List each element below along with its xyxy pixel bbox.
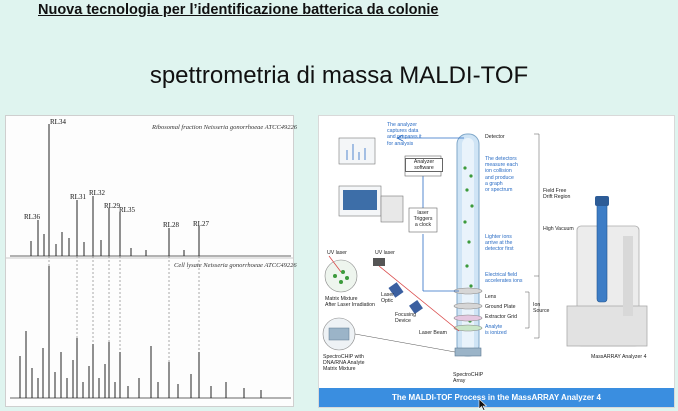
peak-label-rl29: RL29: [104, 202, 120, 210]
top-spectrum-peaks: [30, 124, 200, 256]
peak-guide-lines: [48, 256, 200, 398]
diagram-caption: The MALDI-TOF Process in the MassARRAY A…: [319, 388, 674, 407]
ground-plate-label: Ground Plate: [485, 304, 516, 310]
monitor-1: [338, 137, 376, 165]
mass-spectra-figure: Ribosomal fraction Neisseria gonorrhoeae…: [5, 115, 298, 407]
instrument-label: MassARRAY Analyzer 4: [591, 354, 647, 360]
analyte-note: Analyte is ionized: [485, 324, 507, 337]
peak-label-rl32: RL32: [89, 189, 105, 197]
spectrum-bottom-label: Cell lysate Neisseria gonorrhoeae ATCC49…: [174, 262, 297, 269]
laser-clock-box: laser Triggers a clock: [413, 210, 433, 229]
laser-beam-label: Laser Beam: [419, 330, 447, 336]
maldi-tof-diagram: The analyzer captures data and prepares …: [318, 115, 675, 408]
slide-top-title: Nuova tecnologia per l’identificazione b…: [38, 2, 439, 18]
extractor-grid-label: Extractor Grid: [485, 314, 517, 320]
detectors-note: The detectors measure each ion collision…: [485, 156, 518, 194]
peak-label-rl34: RL34: [50, 118, 66, 126]
electrical-field-note: Electrical field accelerates ions: [485, 272, 523, 285]
high-vacuum-label: High Vacuum: [543, 226, 574, 232]
detector-label: Detector: [485, 134, 505, 140]
lens-label: Lens: [485, 294, 497, 300]
peak-label-rl28: RL28: [163, 221, 179, 229]
diagram-graphics: [322, 133, 648, 357]
ion-source-label: Ion Source: [533, 302, 550, 315]
laser-optic-label: Laser Optic: [381, 292, 394, 305]
spectrochip-mixture-label: SpectroCHIP with DNA/RNA Analyte Matrix …: [323, 354, 365, 373]
peak-label-rl35: RL35: [119, 206, 135, 214]
peak-label-rl31: RL31: [70, 193, 86, 201]
analyzer-note: The analyzer captures data and prepares …: [387, 122, 422, 147]
bottom-spectrum-peaks: [19, 266, 262, 398]
peak-label-rl27: RL27: [193, 220, 209, 228]
peak-label-rl36: RL36: [24, 213, 40, 221]
spectra-plot: [6, 124, 293, 399]
spectrum-top-label: Ribosomal fraction Neisseria gonorrhoeae…: [152, 124, 298, 131]
uv-laser-label-1: UV laser: [327, 250, 347, 256]
focusing-device-label: Focusing Device: [395, 312, 417, 325]
uv-laser-label-2: UV laser: [375, 250, 395, 256]
lighter-ions-note: Lighter ions arrive at the detector firs…: [485, 234, 514, 253]
slide-main-title: spettrometria di massa MALDI-TOF: [149, 62, 529, 89]
spectrochip-array-label: SpectroCHIP Array: [453, 372, 484, 385]
analyzer-software-box: Analyzer software: [405, 158, 443, 173]
mouse-cursor-icon: [478, 399, 488, 411]
matrix-mixture-label: Matrix Mixture After Laser Irradiation: [325, 296, 375, 309]
field-free-label: Field Free Drift Region: [543, 188, 571, 201]
